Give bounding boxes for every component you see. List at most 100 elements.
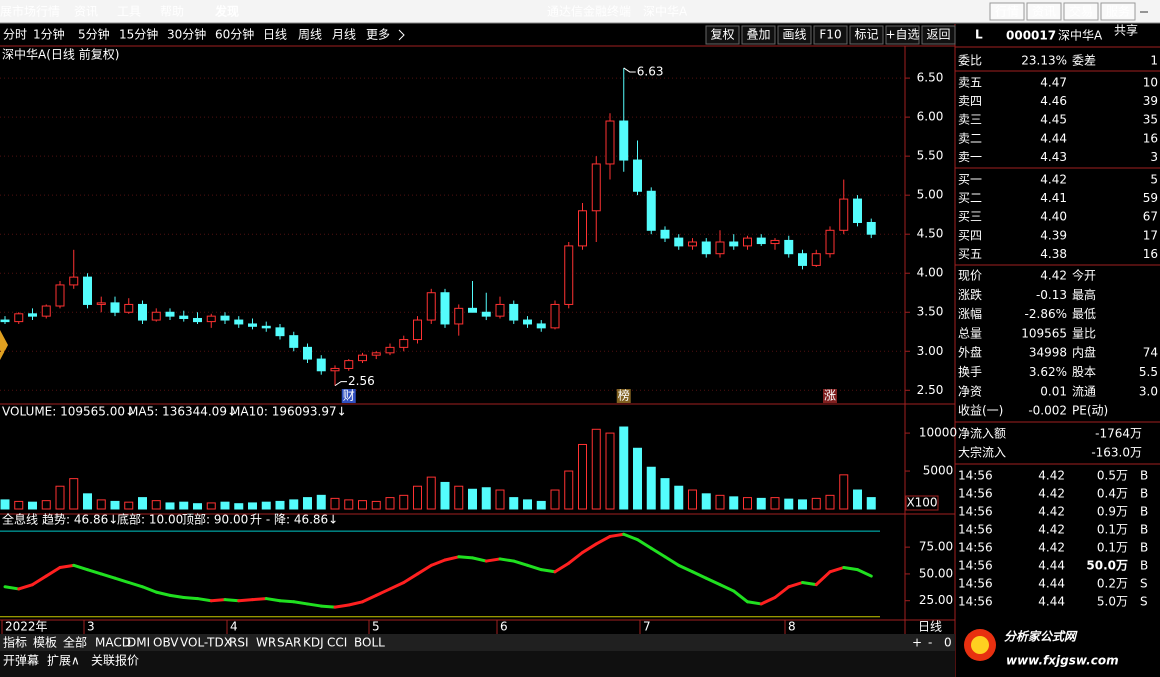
period-tab[interactable]: 5分钟 <box>78 27 110 42</box>
menu-discover[interactable]: 发现 <box>214 4 239 19</box>
indicator-segment <box>319 604 337 609</box>
event-marker[interactable] <box>341 389 356 403</box>
toolbar-button-label[interactable]: 标记 <box>854 28 878 42</box>
indicator-tab[interactable]: SAR <box>277 636 301 650</box>
indicator-tab[interactable]: MACD <box>95 636 131 650</box>
menu-item[interactable]: 资讯 <box>74 5 98 19</box>
status-button[interactable]: 开弹幕 <box>3 654 39 668</box>
book-volume: 17 <box>1143 228 1158 242</box>
toolbar-button-label[interactable]: +自选 <box>885 28 919 42</box>
volume-bar <box>756 497 766 510</box>
menu-button[interactable] <box>1100 2 1136 21</box>
volume-bar <box>701 493 711 510</box>
menu-item[interactable]: 工具 <box>117 5 141 19</box>
toolbar-button-label[interactable]: 画线 <box>782 28 806 42</box>
toolbar-button-label[interactable]: 叠加 <box>746 28 770 42</box>
toolbar-button-label[interactable]: 复权 <box>710 28 734 42</box>
indicator-tab[interactable]: BOLL <box>354 636 385 650</box>
toolbar-button[interactable] <box>777 25 812 45</box>
y-tick-label: 6.50 <box>917 71 944 85</box>
period-tab[interactable]: 更多 <box>366 28 390 42</box>
zoom-button[interactable]: + <box>912 636 922 650</box>
indicator-tab[interactable]: RSI <box>229 636 249 650</box>
indicator-segment <box>539 568 557 574</box>
y-tick-label: 2.50 <box>917 383 944 397</box>
toolbar-button[interactable] <box>885 25 920 45</box>
event-marker-label[interactable]: 财 <box>343 389 355 403</box>
book-label: 卖五 <box>958 76 982 90</box>
volume-bar <box>426 476 436 510</box>
side-arrow[interactable] <box>0 330 8 360</box>
trade-time: 14:56 <box>958 505 993 519</box>
volume-bar <box>371 500 381 510</box>
event-marker[interactable] <box>616 389 631 403</box>
zoom-button[interactable]: - <box>928 636 932 650</box>
toolbar-button[interactable] <box>741 25 776 45</box>
candle-body <box>825 229 835 255</box>
candle-body <box>28 313 37 317</box>
stat-label: 涨跌 <box>958 287 982 302</box>
zoom-button[interactable]: 0 <box>944 636 952 650</box>
toolbar-button[interactable] <box>705 25 740 45</box>
stat-value: 34998 <box>1029 346 1067 360</box>
toolbar-button[interactable] <box>813 25 848 45</box>
indicator-tab[interactable]: 模板 <box>33 636 57 650</box>
toolbar-button-label[interactable]: F10 <box>819 28 841 42</box>
status-button[interactable]: 关联报价 <box>91 653 139 668</box>
y-tick-label: 10000 <box>919 426 957 440</box>
menu-item[interactable]: 展市场行情 <box>0 4 60 19</box>
period-tab[interactable]: 周线 <box>298 28 322 42</box>
period-tab[interactable]: 分时 <box>3 28 27 42</box>
period-tab[interactable]: 60分钟 <box>215 27 254 42</box>
more-chevron[interactable] <box>398 29 405 41</box>
chart-title: 深中华A(日线 前复权) <box>2 47 119 62</box>
status-button[interactable]: 扩展∧ <box>47 654 80 668</box>
period-tab[interactable]: 月线 <box>332 28 356 42</box>
indicator-tab[interactable]: OBV <box>153 636 179 650</box>
event-marker[interactable] <box>823 389 837 403</box>
stat-value: 3.0 <box>1139 384 1158 398</box>
candle-body <box>798 253 807 266</box>
menu-item[interactable]: 帮助 <box>160 5 184 19</box>
menu-button-label[interactable]: 交易 <box>1069 4 1093 19</box>
indicator-segment <box>512 559 529 567</box>
period-tab[interactable]: 日线 <box>263 28 287 42</box>
event-marker-label[interactable]: 榜 <box>618 388 630 403</box>
period-tab[interactable]: 30分钟 <box>167 27 206 42</box>
candle-body <box>124 303 134 313</box>
menu-button-label[interactable]: 资讯 <box>1032 5 1056 19</box>
indicator-tab[interactable]: DMI <box>127 636 150 650</box>
indicator-segment <box>567 551 584 565</box>
indicator-tab[interactable]: VOL-TDX <box>180 636 232 650</box>
book-volume: 39 <box>1143 94 1158 108</box>
pane-legend: MA5: 136344.09↓ <box>128 405 237 419</box>
date-label: 5 <box>372 620 380 634</box>
menu-button[interactable] <box>1063 2 1099 21</box>
toolbar-button[interactable] <box>921 25 956 45</box>
toolbar-button-label[interactable]: 返回 <box>926 28 950 42</box>
candle-body <box>69 276 79 286</box>
menu-button-label[interactable]: 行情 <box>995 5 1019 19</box>
indicator-segment <box>127 581 144 589</box>
toolbar-button[interactable] <box>849 25 884 45</box>
period-tab[interactable]: 1分钟 <box>33 27 65 42</box>
volume-bar <box>866 497 876 510</box>
menu-button[interactable] <box>1026 2 1062 21</box>
indicator-tab[interactable]: 全部 <box>63 635 87 650</box>
menu-button-label[interactable]: 服务 <box>1106 4 1130 19</box>
volume-bar <box>715 494 725 510</box>
stat-label: 流通 <box>1072 384 1096 398</box>
event-marker-label[interactable]: 涨 <box>824 388 836 403</box>
indicator-tab[interactable]: CCI <box>327 636 347 650</box>
stat-label: 内盘 <box>1072 345 1096 360</box>
unit-label: X100 <box>906 496 937 510</box>
indicator-tab[interactable]: 指标 <box>3 635 27 650</box>
candle-body <box>248 323 257 327</box>
book-label: 买二 <box>958 191 982 205</box>
menu-button[interactable] <box>989 2 1025 21</box>
y-tick-label: 3.50 <box>917 305 944 319</box>
period-tab[interactable]: 15分钟 <box>119 27 158 42</box>
indicator-tab[interactable]: KDJ <box>303 636 324 650</box>
quote-share[interactable]: 共享 <box>1114 23 1138 38</box>
indicator-tab[interactable]: WR <box>256 636 276 650</box>
